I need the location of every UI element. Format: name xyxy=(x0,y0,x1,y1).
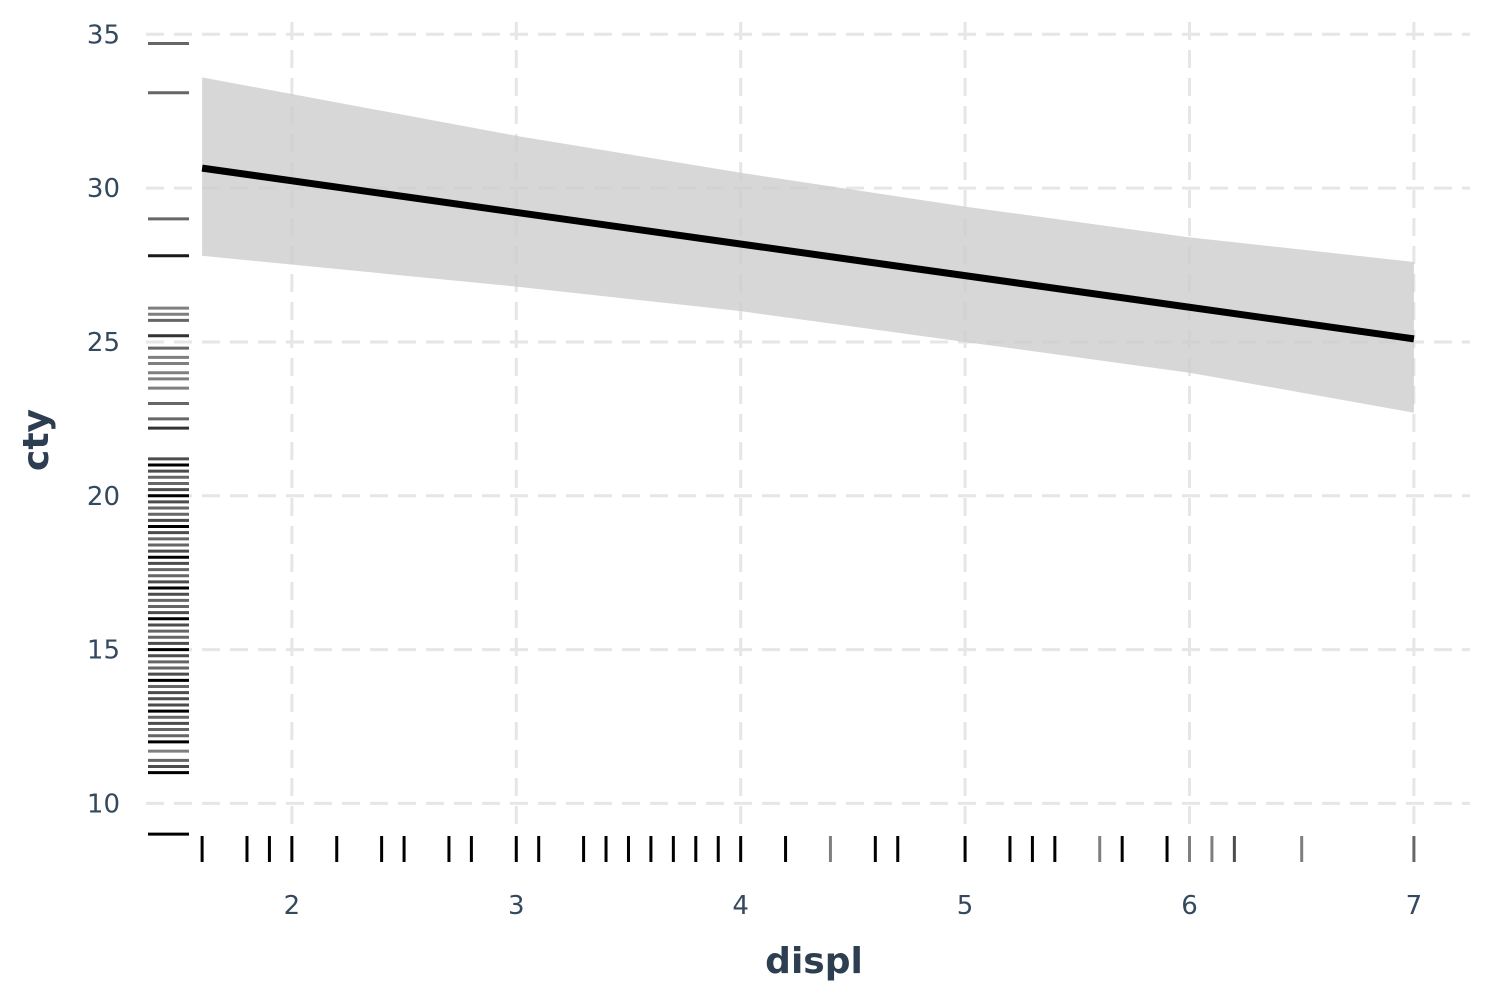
x-tick-label: 6 xyxy=(1181,891,1198,921)
x-axis-title: displ xyxy=(765,941,863,982)
y-tick-label: 10 xyxy=(87,789,120,819)
confidence-band-layer xyxy=(202,77,1414,413)
x-tick-label: 4 xyxy=(732,891,749,921)
y-tick-labels: 10 15 20 25 30 35 xyxy=(87,20,120,819)
y-rug xyxy=(148,42,189,836)
y-tick-label: 15 xyxy=(87,636,120,666)
x-tick-label: 5 xyxy=(957,891,974,921)
y-tick-label: 35 xyxy=(87,20,120,50)
x-rug xyxy=(200,836,1416,862)
confidence-band xyxy=(202,77,1414,413)
fit-line-layer xyxy=(201,164,1415,343)
x-tick-label: 7 xyxy=(1406,891,1423,921)
x-tick-label: 2 xyxy=(284,891,301,921)
fit-line xyxy=(201,164,1415,343)
x-tick-label: 3 xyxy=(508,891,525,921)
y-axis-title: cty xyxy=(16,409,57,471)
y-tick-label: 30 xyxy=(87,174,120,204)
x-tick-labels: 2 3 4 5 6 7 xyxy=(284,891,1423,921)
y-tick-label: 25 xyxy=(87,328,120,358)
y-tick-label: 20 xyxy=(87,482,120,512)
